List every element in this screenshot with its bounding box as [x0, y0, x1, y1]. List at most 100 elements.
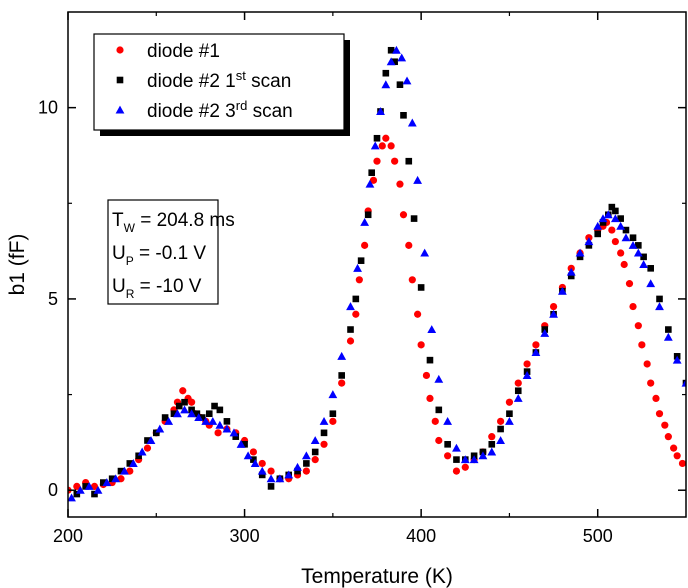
data-point [549, 309, 558, 318]
data-point [100, 479, 107, 486]
data-point [617, 249, 625, 257]
data-point [478, 451, 488, 460]
data-point [102, 478, 112, 487]
annotation-box: TW = 204.8 ms UP = -0.1 V UR = -10 V [107, 199, 235, 305]
data-point [497, 425, 504, 433]
data-point [603, 210, 613, 219]
data-point [275, 474, 285, 483]
data-point [208, 416, 218, 425]
data-point [329, 417, 337, 425]
series-3 [68, 45, 686, 502]
x-tick-label: 300 [230, 526, 260, 546]
data-point [311, 448, 319, 456]
data-point [635, 242, 642, 249]
data-point [258, 471, 266, 479]
data-point [417, 284, 425, 291]
data-point [181, 398, 188, 406]
data-point [179, 387, 187, 395]
data-point [469, 455, 479, 464]
data-point [378, 142, 386, 150]
series-1 [68, 134, 686, 494]
data-point [608, 226, 616, 234]
data-point [198, 414, 206, 421]
data-point [405, 157, 413, 165]
data-point [497, 417, 505, 425]
data-point [629, 302, 637, 311]
data-point [84, 481, 94, 490]
data-point [460, 455, 470, 464]
data-point [638, 341, 646, 349]
data-point [91, 490, 98, 498]
data-point [417, 341, 425, 349]
data-point [420, 248, 430, 257]
data-point [155, 424, 165, 433]
data-point [522, 371, 532, 379]
data-point [170, 410, 178, 418]
data-point [496, 436, 505, 445]
data-point [387, 46, 395, 54]
data-point [361, 241, 369, 249]
data-point [250, 456, 257, 463]
data-point [452, 443, 461, 452]
legend-marker [116, 46, 124, 54]
data-point [443, 416, 453, 425]
data-point [152, 429, 160, 437]
data-marks [68, 45, 686, 502]
data-point [126, 460, 134, 467]
data-point [346, 337, 355, 345]
data-point [355, 276, 363, 284]
data-point [188, 398, 196, 406]
data-point [338, 379, 346, 387]
data-point [628, 240, 638, 249]
annotation-frame [107, 199, 219, 305]
data-point [376, 107, 385, 115]
data-point [93, 485, 103, 494]
data-point [381, 80, 391, 89]
data-point [128, 459, 138, 467]
data-point [410, 215, 418, 222]
data-point [523, 360, 531, 368]
data-point [646, 279, 656, 288]
data-point [444, 441, 451, 448]
data-point [194, 413, 204, 422]
data-point [373, 134, 381, 142]
data-point [610, 214, 620, 223]
x-tick-label: 200 [53, 526, 83, 546]
y-tick-label: 10 [38, 98, 58, 118]
data-point [319, 416, 329, 425]
data-point [347, 326, 354, 333]
data-point [137, 447, 147, 456]
data-point [346, 302, 355, 311]
annotation-line: UR = -10 V [112, 276, 202, 301]
data-point [266, 474, 276, 483]
data-point [364, 211, 372, 219]
data-point [387, 142, 395, 150]
data-point [487, 447, 497, 456]
data-point [434, 374, 444, 383]
data-point [435, 406, 443, 414]
data-point [640, 253, 647, 261]
data-point [328, 390, 338, 399]
data-point [368, 169, 376, 176]
data-point [373, 157, 381, 165]
data-point [126, 467, 134, 475]
data-point [513, 394, 523, 402]
data-point [655, 302, 664, 311]
data-point [549, 302, 558, 311]
y-axis-title: b1 (fF) [6, 234, 29, 296]
data-point [647, 265, 654, 272]
data-point [164, 416, 174, 425]
data-point [301, 451, 311, 460]
data-point [396, 81, 404, 88]
data-point [258, 459, 266, 468]
data-point [414, 310, 422, 318]
data-point [229, 428, 239, 437]
data-point [386, 57, 396, 66]
data-point [576, 253, 584, 261]
data-point [370, 141, 380, 150]
data-point [652, 394, 660, 403]
legend-marker [116, 76, 124, 84]
data-point [120, 466, 129, 475]
data-point [214, 429, 222, 437]
